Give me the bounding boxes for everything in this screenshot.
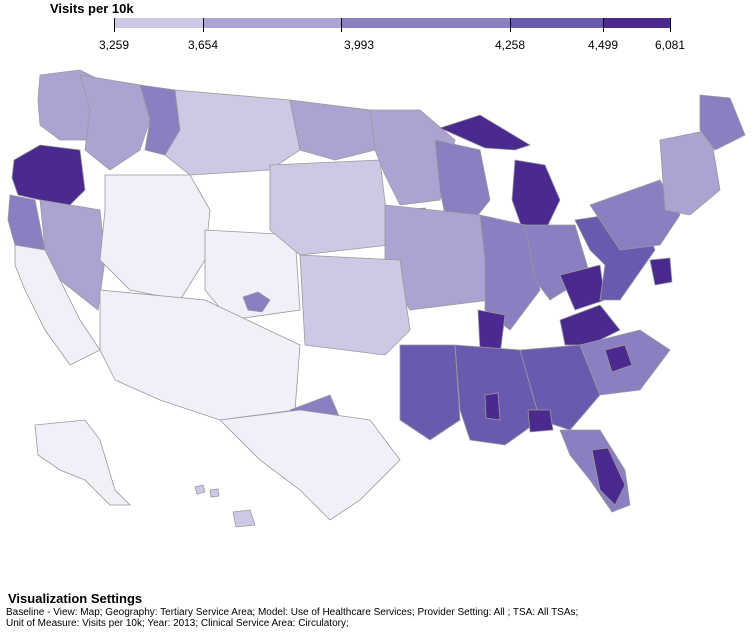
- legend-tick: [341, 18, 342, 32]
- region-north-dakota[interactable]: [289, 99, 376, 161]
- region-wyoming-utah[interactable]: [99, 174, 211, 301]
- legend-title: Visits per 10k: [50, 1, 134, 16]
- legend-tick-label: 4,258: [494, 38, 526, 52]
- region-texas[interactable]: [219, 409, 401, 521]
- region-maine[interactable]: [699, 94, 746, 151]
- choropleth-map[interactable]: [0, 60, 754, 580]
- region-mississippi-high[interactable]: [484, 392, 501, 421]
- legend-swatch-5: [603, 18, 671, 28]
- region-hawaii-2[interactable]: [209, 488, 220, 498]
- hawaii-inset: [194, 484, 256, 528]
- region-colorado-mid[interactable]: [242, 291, 271, 313]
- legend: Visits per 10k 3,259 3,654 3,993 4,258 4…: [0, 0, 754, 60]
- region-florida[interactable]: [559, 429, 631, 513]
- legend-tick-label: 3,993: [343, 38, 375, 52]
- legend-tick: [114, 18, 115, 32]
- region-maryland-high[interactable]: [649, 257, 673, 286]
- settings-line-1: Baseline - View: Map; Geography: Tertiar…: [6, 607, 579, 618]
- region-kansas-oklahoma[interactable]: [299, 254, 411, 356]
- region-alaska[interactable]: [34, 419, 131, 506]
- region-minnesota[interactable]: [369, 109, 456, 206]
- region-hawaii-1[interactable]: [194, 484, 206, 495]
- legend-tick: [603, 18, 604, 32]
- region-georgia[interactable]: [519, 344, 601, 431]
- legend-color-bar: [114, 18, 671, 28]
- region-florida-panhandle-high[interactable]: [527, 409, 554, 433]
- conus-regions: [7, 69, 746, 521]
- legend-tick: [203, 18, 204, 32]
- settings-line-2: Unit of Measure: Visits per 10k; Year: 2…: [6, 618, 349, 629]
- legend-swatch-3: [341, 18, 510, 28]
- region-california-central[interactable]: [14, 244, 101, 366]
- region-virginia-high[interactable]: [559, 304, 621, 346]
- region-florida-high[interactable]: [591, 447, 626, 506]
- legend-swatch-2: [203, 18, 341, 28]
- alaska-inset: [34, 419, 131, 506]
- legend-swatch-4: [510, 18, 603, 28]
- legend-tick-label: 3,654: [187, 38, 219, 52]
- region-carolinas-high[interactable]: [604, 344, 633, 373]
- region-hawaii-3[interactable]: [232, 509, 256, 528]
- region-michigan-lower[interactable]: [511, 159, 561, 229]
- region-montana[interactable]: [164, 89, 301, 176]
- legend-tick-label: 3,259: [98, 38, 130, 52]
- legend-tick-label: 4,499: [587, 38, 619, 52]
- legend-swatch-1: [114, 18, 203, 28]
- region-oregon-high[interactable]: [11, 144, 86, 206]
- region-pennsylvania-new-york[interactable]: [589, 179, 681, 251]
- region-arkansas-louisiana[interactable]: [399, 344, 461, 441]
- legend-tick-label: 6,081: [654, 38, 686, 52]
- region-michigan-upper[interactable]: [438, 114, 531, 151]
- region-washington-east[interactable]: [79, 74, 151, 171]
- settings-title: Visualization Settings: [8, 591, 143, 606]
- legend-tick: [670, 18, 671, 32]
- visualization-settings: Visualization Settings Baseline - View: …: [6, 591, 746, 629]
- region-nebraska-sd[interactable]: [269, 159, 391, 256]
- legend-tick: [510, 18, 511, 32]
